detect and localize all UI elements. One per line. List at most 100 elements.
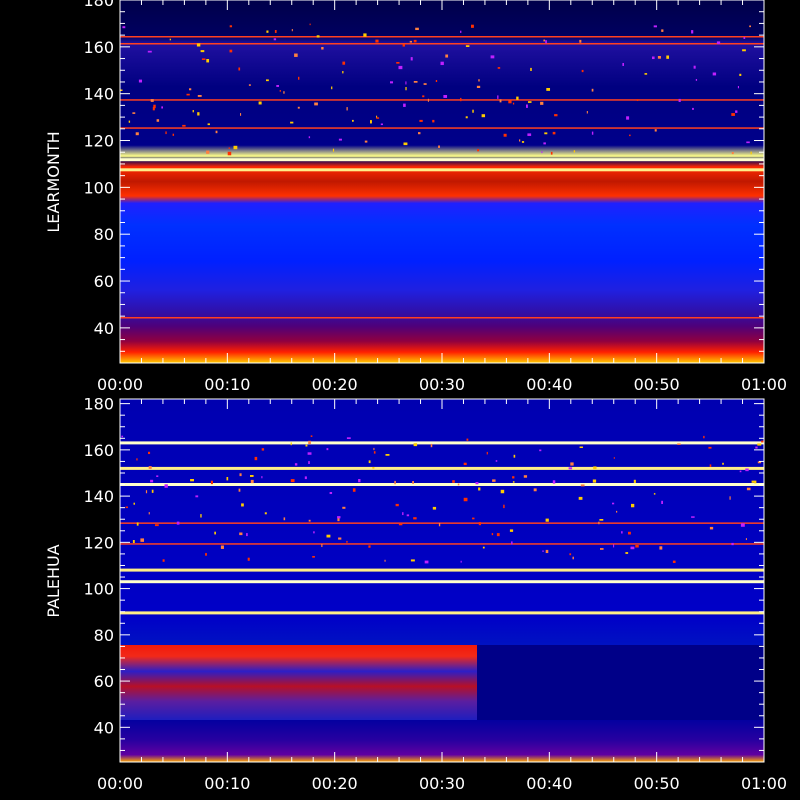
x-tick-label: 00:40 bbox=[526, 774, 572, 793]
burst-speck bbox=[337, 517, 340, 522]
burst-speck bbox=[554, 114, 558, 117]
burst-speck bbox=[496, 533, 500, 537]
burst-speck bbox=[153, 104, 156, 109]
y-tick-label: 140 bbox=[83, 85, 114, 104]
emission-line bbox=[120, 317, 764, 319]
burst-speck bbox=[499, 99, 502, 103]
burst-speck bbox=[722, 462, 724, 465]
burst-speck bbox=[472, 517, 475, 520]
burst-speck bbox=[600, 548, 604, 550]
burst-speck bbox=[413, 39, 417, 43]
burst-speck bbox=[495, 460, 498, 462]
burst-speck bbox=[541, 151, 543, 154]
burst-speck bbox=[435, 80, 438, 82]
learmonth-burst-specks bbox=[120, 23, 752, 156]
x-tick-label: 00:10 bbox=[204, 774, 250, 793]
y-tick-label: 60 bbox=[94, 272, 114, 291]
burst-speck bbox=[578, 496, 583, 500]
burst-speck bbox=[304, 476, 307, 480]
burst-speck bbox=[631, 503, 635, 508]
burst-speck bbox=[512, 481, 515, 483]
burst-speck bbox=[527, 133, 532, 136]
burst-speck bbox=[346, 107, 348, 111]
burst-speck bbox=[169, 38, 171, 41]
y-tick-label: 60 bbox=[94, 672, 114, 691]
burst-speck bbox=[206, 150, 210, 154]
emission-line bbox=[120, 543, 764, 545]
burst-speck bbox=[298, 76, 300, 80]
burst-speck bbox=[503, 133, 507, 137]
burst-speck bbox=[629, 134, 631, 137]
burst-speck bbox=[165, 131, 167, 135]
burst-speck bbox=[691, 30, 694, 34]
burst-speck bbox=[373, 447, 375, 451]
burst-speck bbox=[264, 512, 267, 515]
burst-speck bbox=[438, 522, 441, 527]
burst-speck bbox=[500, 489, 505, 494]
y-tick-label: 80 bbox=[94, 626, 114, 645]
burst-speck bbox=[712, 72, 717, 76]
burst-speck bbox=[570, 462, 574, 466]
burst-speck bbox=[380, 123, 383, 126]
burst-speck bbox=[755, 446, 758, 449]
burst-speck bbox=[215, 130, 218, 134]
emission-line bbox=[120, 466, 764, 470]
burst-speck bbox=[512, 476, 515, 479]
burst-speck bbox=[751, 480, 755, 483]
burst-speck bbox=[309, 23, 311, 26]
burst-speck bbox=[497, 95, 499, 99]
burst-speck bbox=[672, 560, 676, 563]
burst-speck bbox=[308, 519, 311, 522]
burst-speck bbox=[186, 93, 190, 96]
burst-speck bbox=[423, 83, 427, 85]
burst-speck bbox=[478, 79, 480, 82]
burst-speck bbox=[121, 435, 124, 438]
x-tick-label: 01:00 bbox=[741, 774, 787, 793]
burst-speck bbox=[290, 442, 292, 446]
burst-speck bbox=[385, 454, 390, 456]
burst-speck bbox=[148, 451, 151, 455]
burst-speck bbox=[403, 142, 408, 146]
burst-speck bbox=[424, 560, 429, 564]
burst-speck bbox=[155, 524, 159, 527]
burst-speck bbox=[162, 559, 165, 562]
burst-speck bbox=[396, 62, 400, 64]
burst-speck bbox=[443, 95, 448, 98]
y-tick-label: 120 bbox=[83, 533, 114, 552]
burst-speck bbox=[200, 514, 202, 518]
burst-speck bbox=[635, 545, 639, 548]
burst-speck bbox=[545, 518, 549, 522]
burst-speck bbox=[261, 448, 265, 451]
x-tick-label: 01:00 bbox=[741, 375, 787, 394]
burst-speck bbox=[497, 67, 501, 69]
burst-speck bbox=[513, 454, 516, 458]
burst-speck bbox=[508, 100, 512, 104]
burst-speck bbox=[579, 39, 582, 43]
burst-speck bbox=[528, 101, 532, 103]
burst-speck bbox=[195, 495, 199, 498]
burst-speck bbox=[430, 443, 433, 448]
burst-speck bbox=[516, 96, 519, 100]
burst-speck bbox=[546, 88, 551, 91]
burst-speck bbox=[273, 38, 277, 41]
burst-speck bbox=[492, 479, 496, 482]
palehua-late-region bbox=[477, 645, 764, 720]
burst-speck bbox=[568, 467, 573, 470]
burst-speck bbox=[384, 559, 386, 562]
burst-speck bbox=[612, 502, 615, 505]
burst-speck bbox=[661, 500, 664, 504]
burst-speck bbox=[735, 110, 738, 113]
burst-speck bbox=[370, 120, 372, 124]
burst-speck bbox=[403, 103, 406, 107]
y-tick-label: 180 bbox=[83, 395, 114, 414]
burst-speck bbox=[122, 26, 126, 29]
burst-speck bbox=[657, 56, 661, 59]
burst-speck bbox=[695, 79, 698, 81]
burst-speck bbox=[521, 141, 525, 143]
burst-speck bbox=[509, 529, 514, 532]
burst-speck bbox=[579, 446, 583, 449]
burst-speck bbox=[150, 99, 154, 102]
burst-speck bbox=[543, 142, 546, 145]
burst-speck bbox=[478, 487, 481, 491]
